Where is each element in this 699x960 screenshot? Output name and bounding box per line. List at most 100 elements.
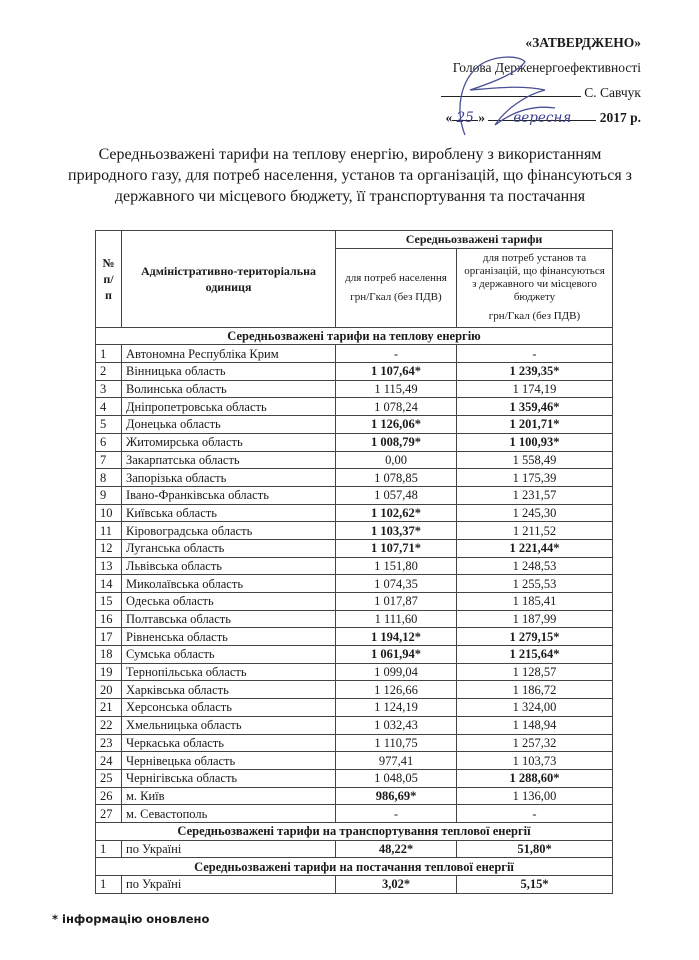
row-unit-name: Волинська область [121,379,336,399]
header-col2-label: для потреб установ та організацій, що фі… [464,252,605,304]
table-row: 8 Запорізька область 1 078,85 1 175,39 [95,468,613,487]
approval-year: 2017 р. [599,110,641,125]
row-tariff-population: 1 078,24 [335,397,457,417]
row-unit-name: Хмельницька область [121,715,336,735]
row-tariff-population: 1 103,37* [335,521,457,540]
row-tariff-population: 977,41 [335,751,457,770]
row-number: 18 [95,645,122,664]
signature-line [440,82,581,97]
row-unit-name: Львівська область [121,556,336,576]
row-unit-name: Донецька область [121,415,336,434]
table-row: 27 м. Севастополь - - [95,804,613,823]
header-num: № п/п [95,230,122,328]
row-number: 15 [95,592,122,611]
row-tariff-population: 1 078,85 [335,468,457,487]
section-title: Середньозважені тарифи на теплову енергі… [95,326,613,346]
table-row: 26 м. Київ 986,69* 1 136,00 [95,786,613,806]
row-tariff-population: 1 126,06* [335,415,457,434]
table-row: 12 Луганська область 1 107,71* 1 221,44* [95,538,613,558]
table-row: 20 Харківська область 1 126,66 1 186,72 [95,680,613,700]
row-tariff-budget: 1 201,71* [456,415,613,434]
row-number: 17 [95,627,122,647]
table-row: 16 Полтавська область 1 111,60 1 187,99 [95,609,613,629]
row-tariff-budget: 1 174,19 [456,379,613,399]
header-col2-unit: грн/Гкал (без ПДВ) [488,310,581,323]
section-title: Середньозважені тарифи на постачання теп… [95,857,613,876]
table-row: 19 Тернопільська область 1 099,04 1 128,57 [95,662,613,682]
header-col1-unit: грн/Гкал (без ПДВ) [350,290,442,303]
footnote: * інформацію оновлено [52,912,210,926]
row-tariff-population: 1 107,64* [335,362,457,381]
section-row: Середньозважені тарифи на постачання теп… [95,857,613,876]
row-tariff-population: 986,69* [335,786,457,806]
row-number: 22 [95,715,122,735]
approved-label: «ЗАТВЕРДЖЕНО» [525,35,641,50]
row-tariff-population: 1 017,87 [335,592,457,611]
row-number: 9 [95,485,122,505]
row-tariff-population: - [335,344,457,364]
table-row: 10 Київська область 1 102,62* 1 245,30 [95,503,613,523]
row-number: 27 [95,804,122,823]
row-number: 16 [95,609,122,629]
row-tariff-budget: 1 558,49 [456,450,613,470]
row-tariff-population: 1 048,05 [335,768,457,788]
table-row: 9 Івано-Франківська область 1 057,48 1 231,… [95,485,613,505]
row-unit-name: Вінницька область [121,362,336,381]
table-row: 11 Кіровоградська область 1 103,37* 1 211,5… [95,521,613,540]
row-number: 11 [95,521,122,540]
header-unit: Адміністративно-територіальна одиниця [121,230,336,328]
row-tariff-budget: 1 221,44* [456,538,613,558]
table-row: 25 Чернігівська область 1 048,05 1 288,60* [95,768,613,788]
row-unit-name: Черкаська область [121,733,336,753]
table-row: 2 Вінницька область 1 107,64* 1 239,35* [95,362,613,381]
row-tariff-population: 3,02* [335,875,457,894]
section-title: Середньозважені тарифи на транспортуванн… [95,821,613,841]
row-tariff-population: 1 151,80 [335,556,457,576]
row-unit-name: Дніпропетровська область [121,397,336,417]
row-unit-name: Івано-Франківська область [121,485,336,505]
row-unit-name: Луганська область [121,538,336,558]
row-unit-name: Миколаївська область [121,574,336,593]
row-tariff-population: 1 074,35 [335,574,457,593]
row-unit-name: Харківська область [121,680,336,700]
row-tariff-budget: 1 255,53 [456,574,613,593]
row-number: 24 [95,751,122,770]
row-unit-name: Сумська область [121,645,336,664]
table-row: 1 по Україні 3,02* 5,15* [95,875,613,894]
table-row: 21 Херсонська область 1 124,19 1 324,00 [95,698,613,717]
row-number: 23 [95,733,122,753]
section-row: Середньозважені тарифи на теплову енергі… [95,326,613,346]
header-col2: для потреб установ та організацій, що фі… [456,247,613,328]
signatory-name: С. Савчук [584,85,641,100]
row-tariff-budget: 1 211,52 [456,521,613,540]
row-number: 13 [95,556,122,576]
document-title: Середньозважені тарифи на теплову енергі… [68,146,632,205]
table-row: 5 Донецька область 1 126,06* 1 201,71* [95,415,613,434]
row-tariff-population: 0,00 [335,450,457,470]
row-unit-name: м. Київ [121,786,336,806]
row-tariff-budget: - [456,804,613,823]
approver-position: Голова Держенергоефективності [452,60,641,75]
table-row: 1 по Україні 48,22* 51,80* [95,839,613,859]
row-tariff-population: 1 126,66 [335,680,457,700]
row-number: 14 [95,574,122,593]
row-tariff-population: 1 110,75 [335,733,457,753]
row-number: 19 [95,662,122,682]
row-unit-name: Одеська область [121,592,336,611]
row-tariff-population: 1 061,94* [335,645,457,664]
row-tariff-budget: 1 186,72 [456,680,613,700]
row-tariff-budget: 1 148,94 [456,715,613,735]
row-number: 4 [95,397,122,417]
row-tariff-budget: 1 100,93* [456,432,613,452]
row-tariff-population: 48,22* [335,839,457,859]
row-unit-name: Чернігівська область [121,768,336,788]
row-tariff-budget: 1 185,41 [456,592,613,611]
row-tariff-budget: - [456,344,613,364]
row-tariff-population: 1 057,48 [335,485,457,505]
row-unit-name: Кіровоградська область [121,521,336,540]
row-number: 12 [95,538,122,558]
header-col1: для потреб населення грн/Гкал (без ПДВ) [335,247,457,328]
row-unit-name: Автономна Республіка Крим [121,344,336,364]
table-row: 1 Автономна Республіка Крим - - [95,344,613,364]
row-number: 25 [95,768,122,788]
